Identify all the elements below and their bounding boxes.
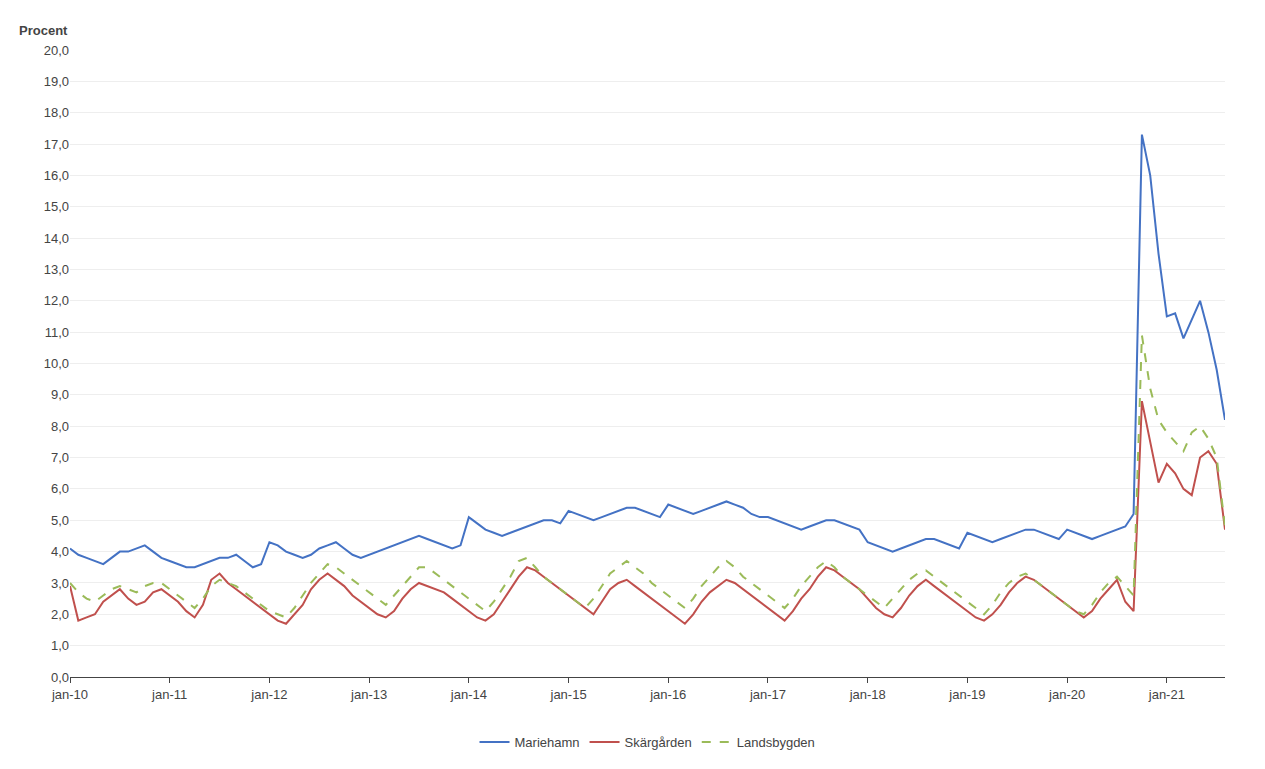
svg-text:8,0: 8,0 xyxy=(51,419,69,434)
svg-text:16,0: 16,0 xyxy=(44,168,69,183)
svg-text:2,0: 2,0 xyxy=(51,607,69,622)
svg-text:jan-17: jan-17 xyxy=(749,687,786,702)
svg-text:5,0: 5,0 xyxy=(51,513,69,528)
svg-text:jan-13: jan-13 xyxy=(350,687,387,702)
svg-text:17,0: 17,0 xyxy=(44,137,69,152)
svg-text:11,0: 11,0 xyxy=(45,325,69,340)
svg-text:4,0: 4,0 xyxy=(51,544,69,559)
svg-text:7,0: 7,0 xyxy=(51,450,69,465)
svg-text:jan-11: jan-11 xyxy=(151,687,187,702)
svg-text:20,0: 20,0 xyxy=(44,43,69,58)
svg-text:14,0: 14,0 xyxy=(44,231,69,246)
svg-text:jan-15: jan-15 xyxy=(549,687,586,702)
svg-text:10,0: 10,0 xyxy=(44,356,69,371)
svg-text:19,0: 19,0 xyxy=(44,74,69,89)
svg-text:18,0: 18,0 xyxy=(44,105,69,120)
svg-text:jan-12: jan-12 xyxy=(250,687,287,702)
svg-text:12,0: 12,0 xyxy=(44,293,69,308)
svg-text:jan-19: jan-19 xyxy=(948,687,985,702)
svg-text:Mariehamn: Mariehamn xyxy=(515,735,580,750)
svg-text:jan-14: jan-14 xyxy=(450,687,487,702)
svg-text:6,0: 6,0 xyxy=(51,481,69,496)
svg-text:13,0: 13,0 xyxy=(44,262,69,277)
svg-text:jan-20: jan-20 xyxy=(1048,687,1085,702)
svg-text:Procent: Procent xyxy=(19,23,68,38)
svg-text:jan-18: jan-18 xyxy=(849,687,886,702)
svg-text:15,0: 15,0 xyxy=(44,199,69,214)
svg-text:3,0: 3,0 xyxy=(51,576,69,591)
svg-text:jan-21: jan-21 xyxy=(1148,687,1185,702)
svg-text:jan-16: jan-16 xyxy=(649,687,686,702)
svg-text:Landsbygden: Landsbygden xyxy=(737,735,815,750)
svg-text:0,0: 0,0 xyxy=(51,670,69,685)
svg-text:jan-10: jan-10 xyxy=(51,687,88,702)
svg-text:9,0: 9,0 xyxy=(51,387,69,402)
svg-text:Skärgården: Skärgården xyxy=(625,735,692,750)
svg-text:1,0: 1,0 xyxy=(51,638,69,653)
